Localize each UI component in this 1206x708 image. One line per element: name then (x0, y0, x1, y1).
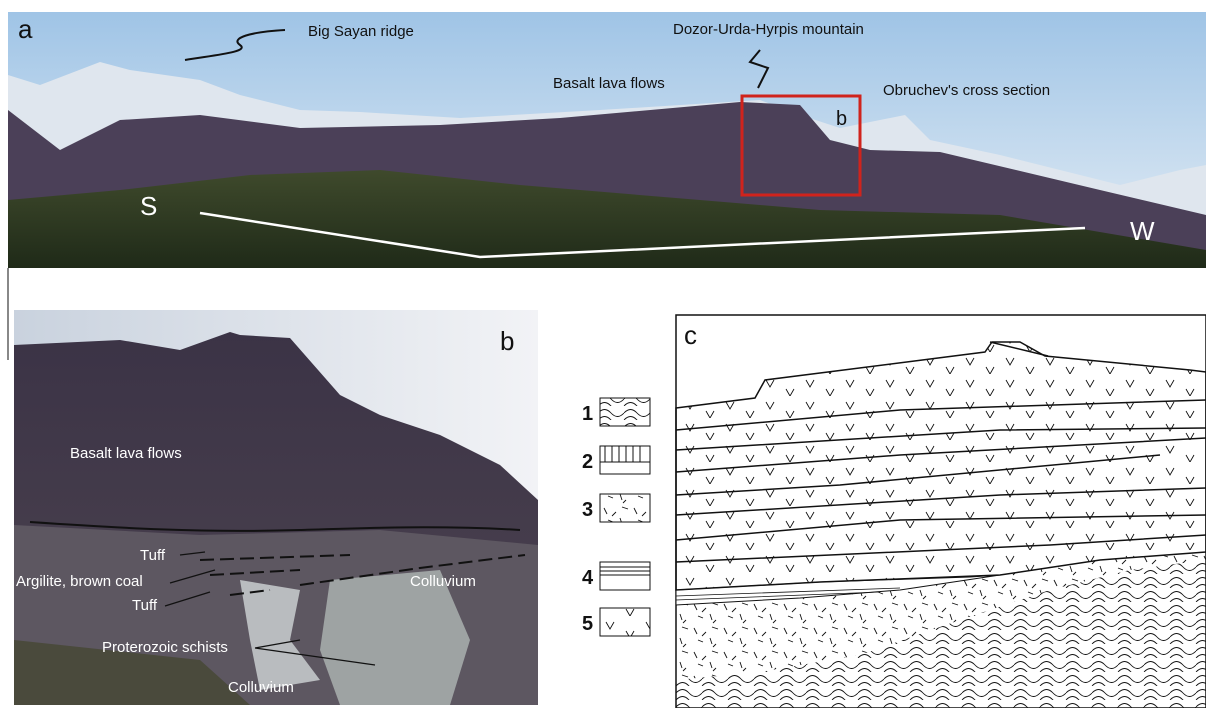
label: Argilite, brown coal (16, 573, 143, 590)
label: Tuff (132, 597, 158, 614)
panel-letter: a (18, 14, 33, 44)
label: Colluvium (228, 679, 294, 696)
legend-swatch (600, 494, 650, 522)
panel-c: c (676, 315, 1206, 708)
direction: W (1130, 216, 1155, 246)
box-letter: b (836, 108, 847, 130)
label: Big Sayan ridge (308, 23, 414, 40)
label: Basalt lava flows (70, 445, 182, 462)
label: Dozor-Urda-Hyrpis mountain (673, 21, 864, 38)
legend-number: 1 (582, 403, 593, 425)
direction: S (140, 191, 157, 221)
legend-number: 2 (582, 451, 593, 473)
legend-number: 4 (582, 567, 594, 589)
label: Proterozoic schists (102, 639, 228, 656)
panel-a: a Big Sayan ridge Dozor-Urda-Hyrpis moun… (8, 12, 1206, 268)
panel-letter: c (684, 320, 697, 350)
figure: a Big Sayan ridge Dozor-Urda-Hyrpis moun… (0, 0, 1206, 708)
panel-letter: b (500, 326, 514, 356)
label: Basalt lava flows (553, 75, 665, 92)
legend: 1 2 3 4 5 (582, 398, 650, 636)
legend-swatch (600, 446, 650, 474)
legend-number: 3 (582, 499, 593, 521)
label: Obruchev's cross section (883, 82, 1050, 99)
legend-swatch (600, 562, 650, 590)
label: Tuff (140, 547, 166, 564)
panel-b: b Basalt lava flows Tuff Argilite, brown… (14, 310, 538, 705)
legend-swatch (600, 608, 650, 636)
schist-outcrop (320, 570, 470, 705)
legend-swatch (600, 398, 650, 426)
legend-number: 5 (582, 613, 593, 635)
label: Colluvium (410, 573, 476, 590)
